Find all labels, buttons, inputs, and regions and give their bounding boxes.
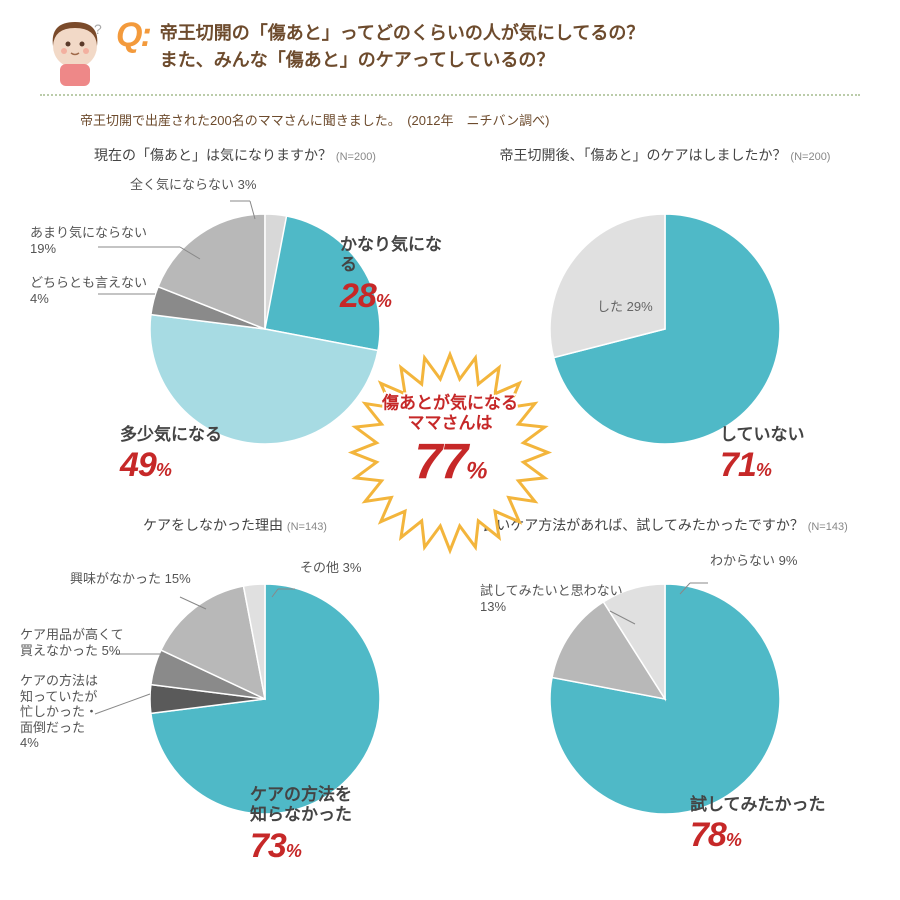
chart-label: かなり気になる28% [340, 235, 450, 317]
svg-text:した 29%: した 29% [597, 299, 653, 314]
chart-label: 試してみたかった78% [690, 795, 826, 856]
pie-chart [450, 539, 880, 819]
chart-label: ケアの方法を知らなかった73% [250, 785, 352, 867]
callout-burst: 傷あとが気になる ママさんは 77% [345, 348, 555, 563]
chart-label: 全く気にならない 3% [130, 177, 256, 193]
burst-value: 77% [345, 433, 555, 491]
charts-grid: 現在の「傷あと」は気になりますか？ (N=200) かなり気になる28% 多少気にな… [0, 135, 900, 875]
question-line-2: また、みんな「傷あと」のケアってしているの？ [160, 50, 555, 70]
chart-label: 試してみたいと思わない13% [480, 583, 623, 614]
chart-title: 現在の「傷あと」は気になりますか？ (N=200) [20, 135, 450, 169]
avatar-icon: ? [40, 16, 110, 86]
chart-label: ケア用品が高くて買えなかった 5% [20, 627, 124, 658]
chart-label: どちらとも言えない4% [30, 275, 147, 306]
chart-label: 興味がなかった 15% [70, 571, 191, 587]
divider [40, 94, 860, 96]
chart-label: 多少気になる49% [120, 425, 222, 486]
svg-text:?: ? [94, 21, 102, 37]
q-mark: Q: [116, 16, 150, 55]
header: ? Q: 帝王切開の「傷あと」ってどのくらいの人が気にしてるの？ また、みんな「… [0, 0, 900, 94]
chart-label: していない71% [720, 425, 805, 486]
chart-title: 帝王切開後、「傷あと」のケアはしましたか？ (N=200) [450, 135, 880, 169]
question-text: 帝王切開の「傷あと」ってどのくらいの人が気にしてるの？ また、みんな「傷あと」の… [160, 16, 645, 74]
burst-line-2: ママさんは [345, 413, 555, 433]
burst-line-1: 傷あとが気になる [345, 394, 555, 414]
chart-label: ケアの方法は知っていたが忙しかった・面倒だった4% [20, 673, 98, 751]
question-line-1: 帝王切開の「傷あと」ってどのくらいの人が気にしてるの？ [160, 23, 645, 43]
chart-label: あまり気にならない19% [30, 225, 147, 256]
chart-label: わからない 9% [710, 553, 797, 569]
subtitle: 帝王切開で出産された200名のママさんに聞きました。 (2012年 ニチバン調べ… [0, 108, 900, 135]
